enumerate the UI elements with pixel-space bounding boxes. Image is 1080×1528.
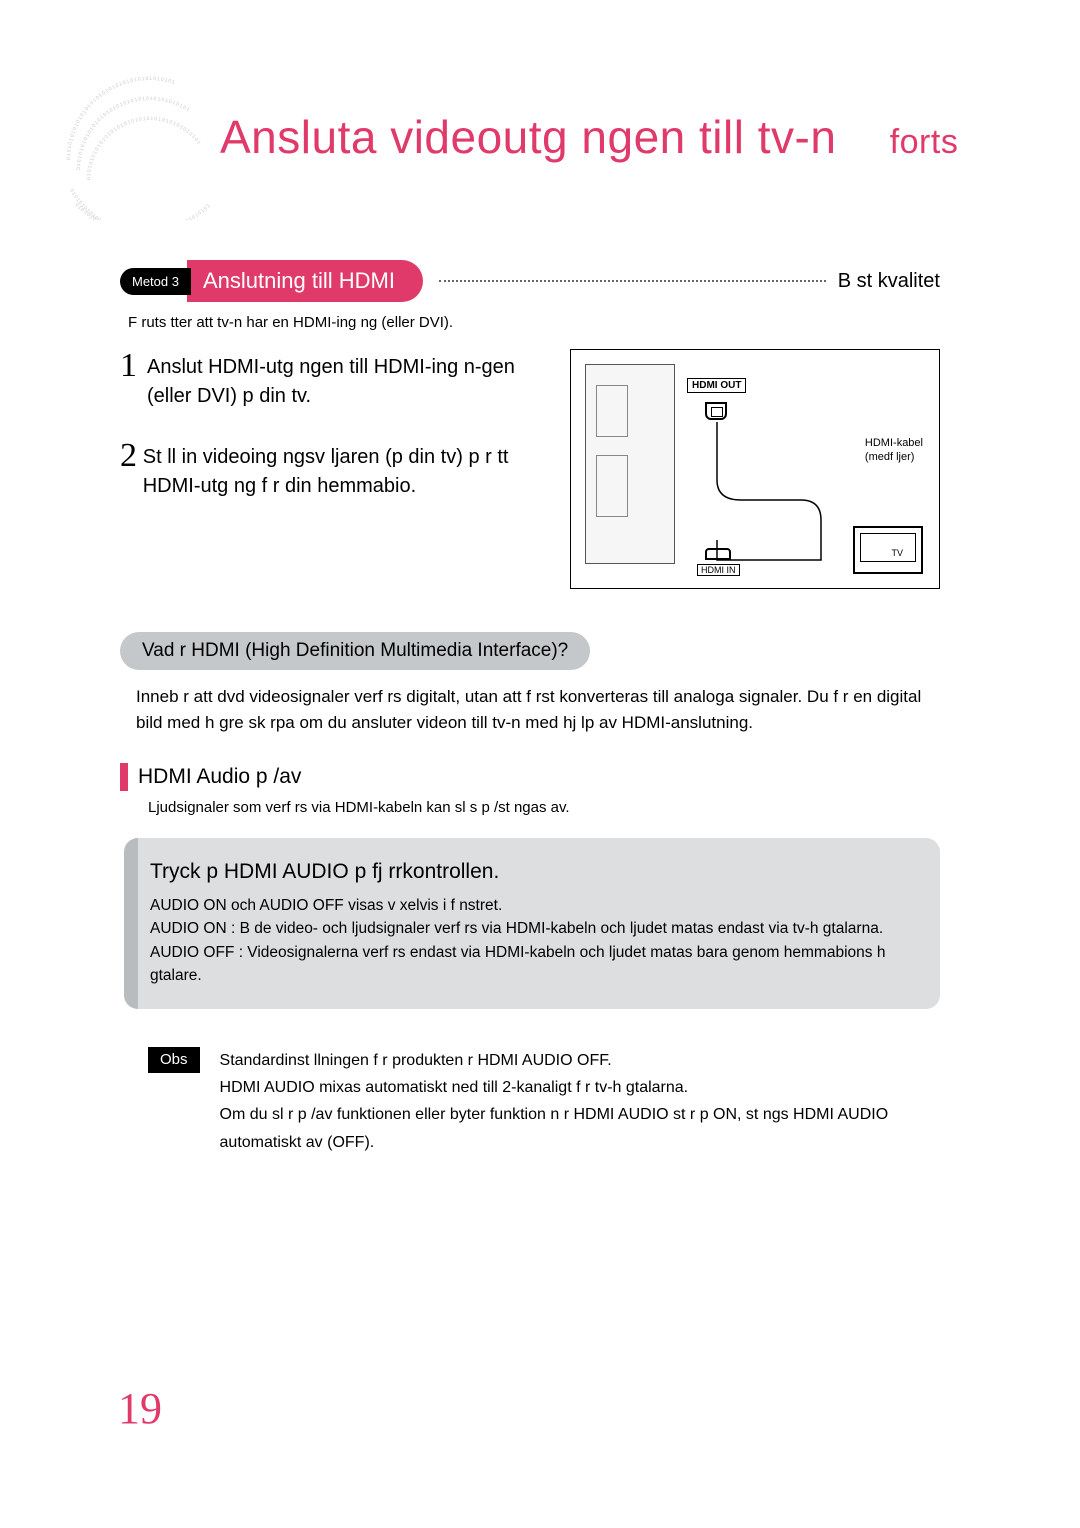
cable-label: HDMI-kabel (medf ljer) — [865, 436, 923, 465]
cable-label-line2: (medf ljer) — [865, 451, 915, 463]
note-line: HDMI AUDIO mixas automatiskt ned till 2-… — [220, 1074, 940, 1101]
page-title: Ansluta videoutg ngen till tv-n forts — [220, 110, 958, 164]
audio-subheading: HDMI Audio p /av — [120, 763, 940, 791]
instruction-line: AUDIO ON och AUDIO OFF visas v xelvis i … — [150, 894, 914, 917]
note-row: Obs Standardinst llningen f r produkten … — [148, 1047, 940, 1156]
box-stripe — [124, 838, 138, 1009]
instruction-box: Tryck p HDMI AUDIO p fj rrkontrollen. AU… — [124, 838, 940, 1009]
step-text: Anslut HDMI-utg ngen till HDMI-ing n-gen… — [147, 349, 550, 411]
decorative-arcs: 0101010101010101010101010101010101010101… — [60, 60, 240, 220]
instruction-line: AUDIO OFF : Videosignalerna verf rs enda… — [150, 941, 914, 988]
steps-row: 1 Anslut HDMI-utg ngen till HDMI-ing n-g… — [120, 349, 940, 589]
audio-sub-desc: Ljudsignaler som verf rs via HDMI-kabeln… — [148, 799, 940, 816]
title-suffix: forts — [890, 123, 959, 161]
step-number: 1 — [120, 349, 147, 411]
note-text: Standardinst llningen f r produkten r HD… — [220, 1047, 940, 1156]
rear-panel-graphic — [585, 364, 675, 564]
audio-subheading-text: HDMI Audio p /av — [138, 765, 301, 789]
hdmi-out-port-graphic — [705, 402, 727, 420]
hdmi-info-heading: Vad r HDMI (High Definition Multimedia I… — [120, 632, 590, 670]
method-badge: Metod 3 — [120, 268, 191, 295]
obs-badge: Obs — [148, 1047, 200, 1073]
note-line: Om du sl r p /av funktionen eller byter … — [220, 1101, 940, 1155]
page-number: 19 — [118, 1383, 162, 1434]
step-2: 2 St ll in videoing ngsv ljaren (p din t… — [120, 439, 550, 501]
tv-graphic — [853, 526, 923, 574]
quality-label: B st kvalitet — [838, 270, 940, 293]
step-number: 2 — [120, 439, 143, 501]
instruction-title: Tryck p HDMI AUDIO p fj rrkontrollen. — [150, 860, 914, 884]
method-header: Metod 3 Anslutning till HDMI B st kvalit… — [120, 260, 940, 302]
accent-bar-icon — [120, 763, 128, 791]
step-text: St ll in videoing ngsv ljaren (p din tv)… — [143, 439, 550, 501]
cable-path — [711, 420, 831, 570]
note-line: Standardinst llningen f r produkten r HD… — [220, 1047, 940, 1074]
title-main: Ansluta videoutg ngen till tv-n — [220, 111, 836, 163]
connection-diagram: HDMI OUT HDMI-kabel (medf ljer) TV HDMI … — [570, 349, 940, 589]
prerequisite-text: F ruts tter att tv-n har en HDMI-ing ng … — [128, 314, 940, 331]
instruction-line: AUDIO ON : B de video- och ljudsignaler … — [150, 917, 914, 940]
svg-text:010101010101010101010101010101: 0101010101010101010101010101010101010101 — [74, 202, 213, 220]
hdmi-info-body: Inneb r att dvd videosignaler verf rs di… — [136, 684, 940, 735]
dotted-line — [439, 280, 826, 282]
cable-label-line1: HDMI-kabel — [865, 437, 923, 449]
step-1: 1 Anslut HDMI-utg ngen till HDMI-ing n-g… — [120, 349, 550, 411]
method-label: Anslutning till HDMI — [187, 260, 423, 302]
hdmi-out-label: HDMI OUT — [687, 378, 746, 393]
tv-label: TV — [891, 548, 903, 558]
svg-text:010101010101010101010101010101: 0101010101010101010101010101010101010101 — [86, 116, 202, 180]
